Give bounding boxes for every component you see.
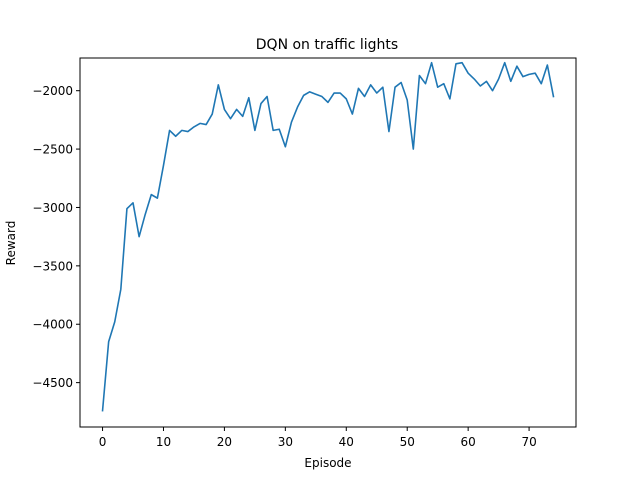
y-tick-label: −3500 [32, 259, 73, 273]
x-axis-ticks: 0 10 20 30 40 50 60 70 [99, 427, 537, 449]
y-axis-ticks: −4500 −4000 −3500 −3000 −2500 −2000 [32, 84, 80, 390]
x-tick-label: 20 [217, 435, 232, 449]
x-tick-label: 50 [400, 435, 415, 449]
y-tick-label: −2500 [32, 143, 73, 157]
y-tick-label: −4000 [32, 318, 73, 332]
y-axis-label: Reward [4, 221, 18, 266]
plot-frame [79, 57, 577, 428]
x-tick-label: 30 [278, 435, 293, 449]
reward-line [101, 61, 555, 412]
y-tick-label: −3000 [32, 201, 73, 215]
x-tick-label: 60 [461, 435, 476, 449]
x-tick-label: 70 [521, 435, 536, 449]
chart-title: DQN on traffic lights [256, 37, 398, 53]
y-tick-label: −4500 [32, 376, 73, 390]
x-tick-label: 40 [339, 435, 354, 449]
x-axis-label: Episode [304, 456, 351, 470]
x-tick-label: 0 [99, 435, 107, 449]
x-tick-label: 10 [156, 435, 171, 449]
y-tick-label: −2000 [32, 84, 73, 98]
